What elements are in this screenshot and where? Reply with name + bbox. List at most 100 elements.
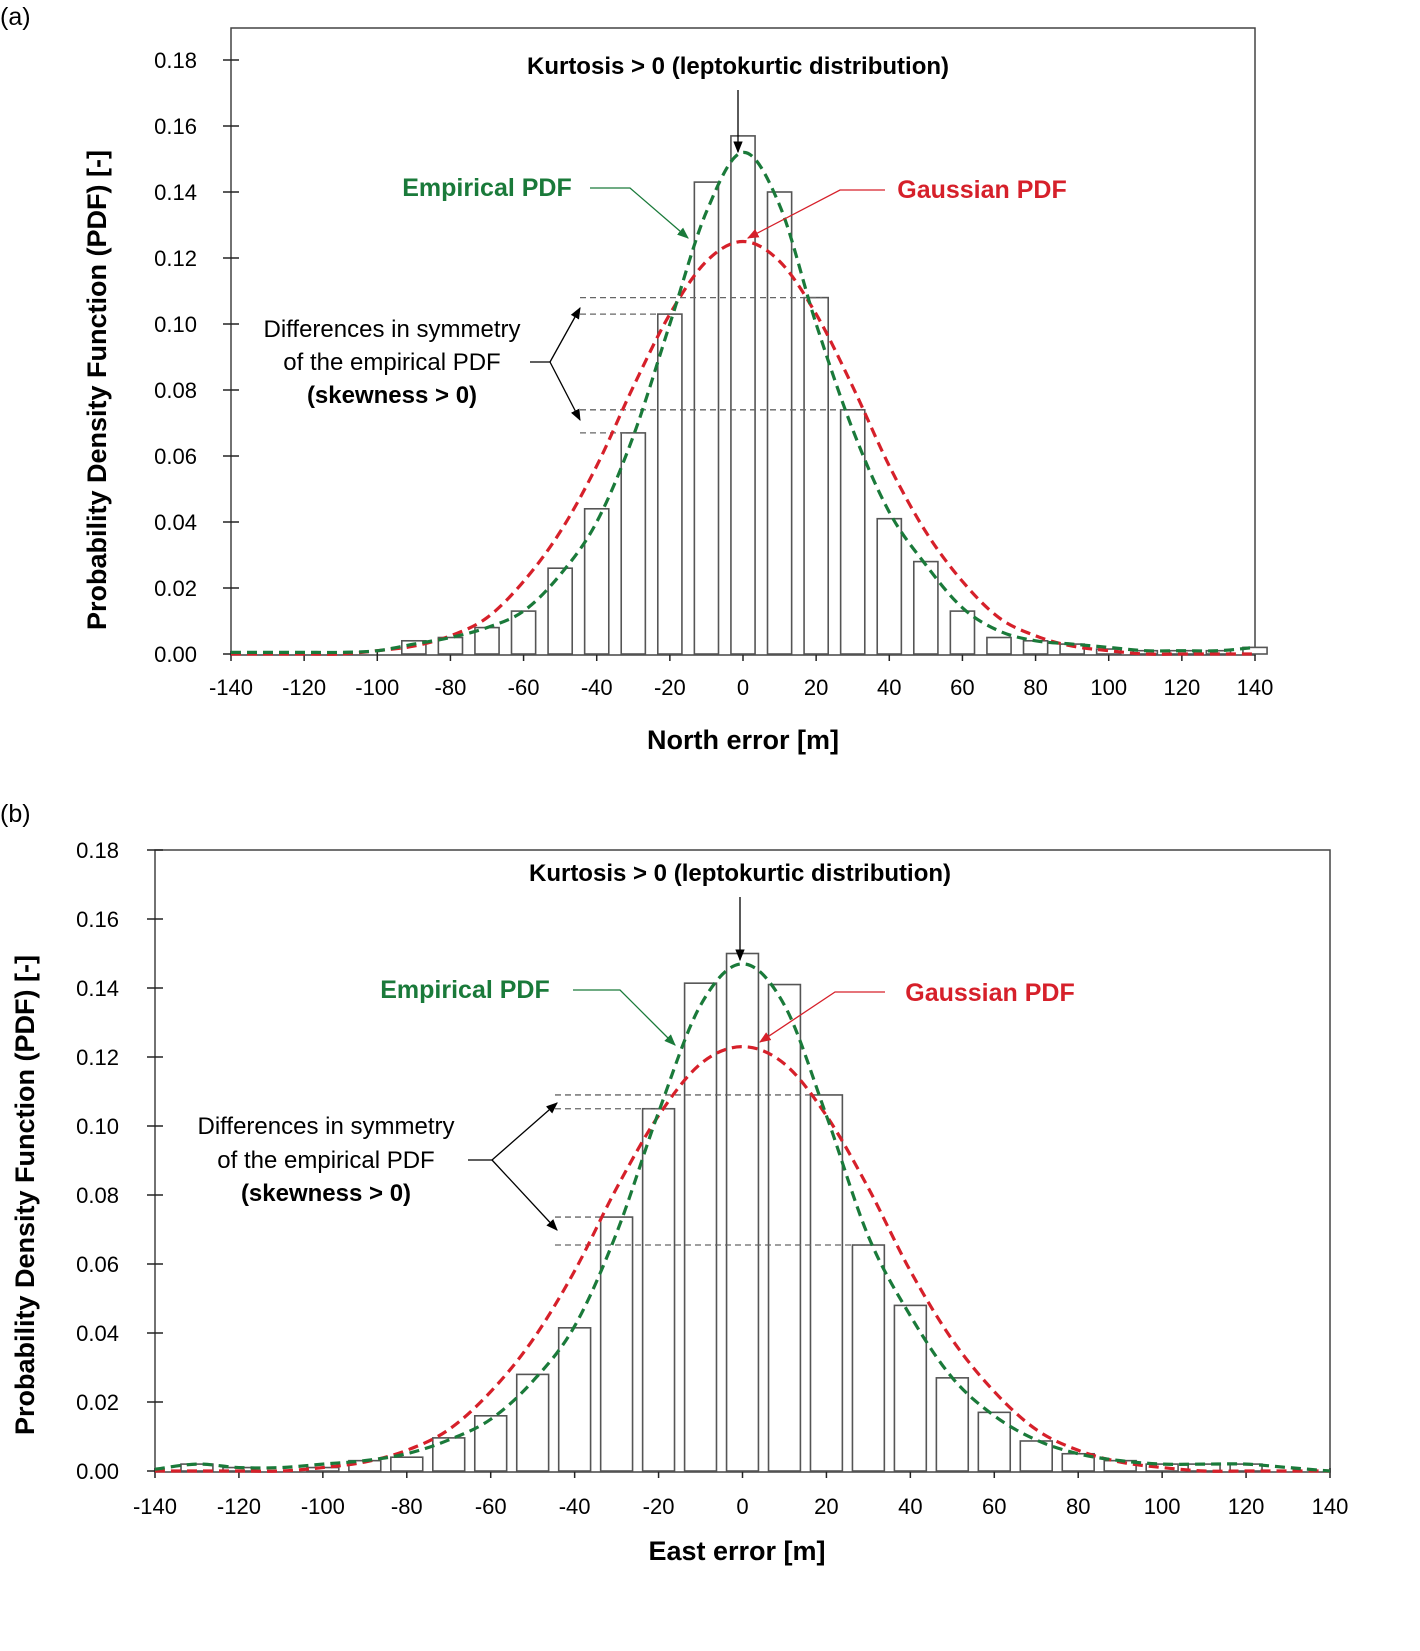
y-tick-label: 0.18 — [76, 838, 119, 863]
y-tick-label: 0.06 — [154, 444, 197, 469]
histogram-bar — [656, 313, 683, 655]
gaussian-pdf-leader-arrow — [759, 991, 885, 1043]
x-axis-title: North error [m] — [647, 725, 839, 755]
histogram-bar — [693, 181, 720, 655]
x-tick-label: -80 — [435, 675, 467, 700]
histogram-bar — [437, 636, 464, 655]
x-tick-label: 80 — [1023, 675, 1047, 700]
y-tick-label: 0.16 — [76, 907, 119, 932]
empirical-pdf-curve — [231, 150, 1256, 655]
histogram-bar — [510, 610, 537, 655]
x-tick-label: -40 — [581, 675, 613, 700]
histogram-bar — [1061, 1452, 1095, 1472]
x-tick-label: 40 — [898, 1494, 922, 1519]
x-tick-label: -100 — [355, 675, 399, 700]
x-tick-label: 100 — [1090, 675, 1127, 700]
histogram-bar — [557, 1327, 592, 1472]
y-tick-label: 0.06 — [76, 1252, 119, 1277]
histogram-bar — [473, 1415, 508, 1472]
kurtosis-annotation: Kurtosis > 0 (leptokurtic distribution) — [527, 53, 949, 80]
x-tick-label: 60 — [950, 675, 974, 700]
x-tick-label: 0 — [737, 675, 749, 700]
y-tick-label: 0.14 — [154, 180, 197, 205]
histogram-bar — [949, 610, 976, 655]
chart-panel-a: (a) 0.00 0.02 0.04 0.06 0.08 0.10 0.12 0.14 0.16 0… — [0, 3, 1273, 755]
y-tick-label: 0.12 — [76, 1045, 119, 1070]
symmetry-arrow — [549, 306, 581, 363]
x-tick-label: 60 — [982, 1494, 1006, 1519]
symmetry-annotation-text: (skewness > 0) — [241, 1180, 411, 1207]
symmetry-annotation-text: of the empirical PDF — [283, 349, 500, 376]
y-tick-label: 0.16 — [154, 114, 197, 139]
y-axis-title: Probability Density Function (PDF) [-] — [82, 150, 112, 630]
gaussian-pdf-label: Gaussian PDF — [905, 979, 1075, 1007]
x-axis-title: East error [m] — [648, 1536, 825, 1566]
histogram-bar — [432, 1437, 466, 1472]
symmetry-annotation-text: Differences in symmetry — [198, 1113, 455, 1140]
histogram-bar — [1019, 1440, 1053, 1472]
symmetry-annotation-text: of the empirical PDF — [217, 1147, 434, 1174]
empirical-pdf-label: Empirical PDF — [402, 174, 572, 202]
y-tick-label: 0.18 — [154, 48, 197, 73]
histogram-bar — [1145, 1463, 1179, 1472]
empirical-pdf-leader-arrow — [573, 989, 676, 1046]
y-tick-label: 0.08 — [154, 378, 197, 403]
x-tick-label: -120 — [282, 675, 326, 700]
histogram-bar — [977, 1411, 1012, 1472]
histogram-bar — [474, 626, 500, 655]
histogram-bar — [803, 296, 830, 655]
x-tick-label: 100 — [1144, 1494, 1181, 1519]
x-tick-label: 20 — [804, 675, 828, 700]
empirical-pdf-leader-arrow — [590, 187, 689, 239]
symmetry-arrow — [491, 1102, 558, 1161]
x-tick-label: 20 — [814, 1494, 838, 1519]
x-tick-label: 140 — [1237, 675, 1274, 700]
gaussian-pdf-leader-arrow — [746, 189, 885, 239]
y-tick-label: 0.08 — [76, 1183, 119, 1208]
empirical-pdf-curve — [154, 962, 1331, 1473]
histogram-bar — [725, 952, 760, 1472]
x-tick-label: -140 — [209, 675, 253, 700]
y-tick-label: 0.02 — [154, 576, 197, 601]
histogram-bar — [641, 1107, 676, 1472]
histogram-bar — [1022, 639, 1049, 655]
x-tick-label: -60 — [475, 1494, 507, 1519]
chart-panel-b: (b) 0.00 0.02 0.04 0.06 0.08 0.10 0.12 0.14 0.16 0… — [0, 800, 1348, 1566]
x-tick-label: -20 — [643, 1494, 675, 1519]
x-tick-label: 0 — [736, 1494, 748, 1519]
y-tick-label: 0.10 — [154, 312, 197, 337]
histogram-bar — [515, 1373, 550, 1472]
y-tick-label: 0.00 — [154, 642, 197, 667]
gaussian-pdf-curve — [231, 239, 1255, 656]
histogram-bar — [390, 1456, 424, 1472]
x-tick-label: 80 — [1066, 1494, 1090, 1519]
x-tick-label: -100 — [301, 1494, 345, 1519]
x-tick-label: 120 — [1228, 1494, 1265, 1519]
symmetry-arrow — [491, 1159, 558, 1231]
x-tick-label: 140 — [1312, 1494, 1349, 1519]
y-tick-label: 0.12 — [154, 246, 197, 271]
histogram-bar — [599, 1216, 634, 1472]
x-tick-label: -20 — [654, 675, 686, 700]
histogram-bar — [1242, 646, 1268, 655]
histogram-bar — [876, 517, 903, 655]
x-tick-label: -60 — [508, 675, 540, 700]
symmetry-arrow — [549, 361, 581, 422]
histogram-bar — [620, 432, 647, 655]
histogram-bar — [730, 135, 756, 655]
x-tick-label: -120 — [217, 1494, 261, 1519]
x-tick-label: -40 — [559, 1494, 591, 1519]
empirical-pdf-label: Empirical PDF — [380, 976, 550, 1004]
y-tick-label: 0.10 — [76, 1114, 119, 1139]
x-tick-label: 120 — [1163, 675, 1200, 700]
histogram-bar — [766, 191, 793, 655]
y-tick-label: 0.02 — [76, 1390, 119, 1415]
histogram-bar — [851, 1244, 886, 1472]
x-tick-label: -140 — [133, 1494, 177, 1519]
gaussian-pdf-label: Gaussian PDF — [897, 176, 1067, 204]
symmetry-annotation-text: (skewness > 0) — [307, 382, 477, 409]
x-tick-label: -80 — [391, 1494, 423, 1519]
y-axis-title: Probability Density Function (PDF) [-] — [10, 955, 40, 1435]
histogram-bar — [893, 1304, 928, 1472]
